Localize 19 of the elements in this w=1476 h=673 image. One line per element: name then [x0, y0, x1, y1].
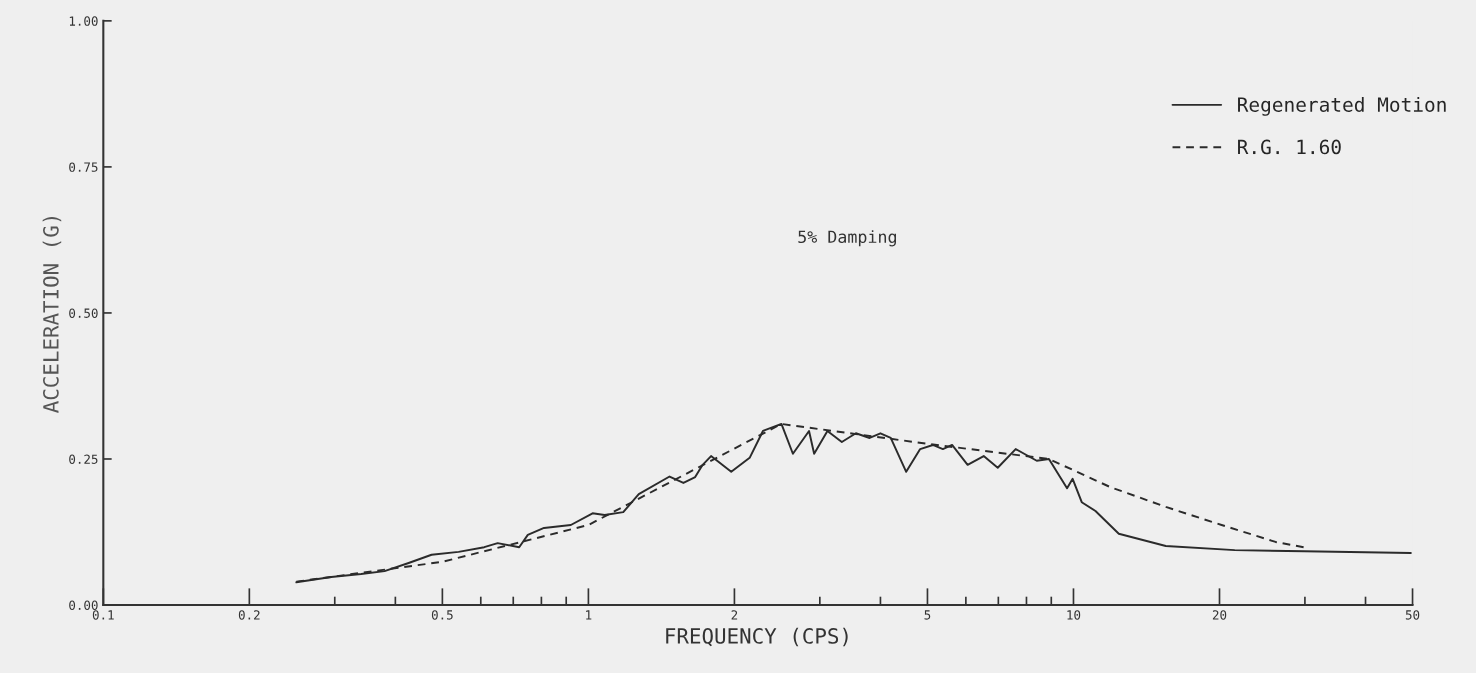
- x-tick-label: 2: [731, 610, 738, 620]
- x-tick-label: 50: [1405, 610, 1420, 620]
- x-tick-label: 0.1: [92, 610, 114, 620]
- y-tick-label: 1.00: [69, 16, 98, 26]
- x-tick-label: 1: [586, 610, 592, 620]
- y-tick-label: 0.75: [69, 162, 98, 172]
- x-tick-label: 5: [924, 610, 931, 620]
- y-axis-title: ACCELERATION (G): [42, 216, 62, 413]
- x-tick-label: 0.2: [238, 610, 260, 620]
- annotation: 5% Damping: [798, 230, 896, 247]
- x-axis-title: FREQUENCY (CPS): [666, 627, 848, 647]
- legend-label: Regenerated Motion: [1238, 96, 1446, 116]
- x-tick-label: 10: [1067, 610, 1081, 620]
- x-tick-label: 0.5: [431, 610, 453, 620]
- y-tick-label: 0.00: [69, 600, 98, 610]
- x-tick-label: 20: [1212, 610, 1227, 620]
- y-tick-label: 0.50: [69, 308, 98, 318]
- y-tick-label: 0.25: [69, 454, 98, 464]
- legend-label: R.G. 1.60: [1238, 139, 1341, 155]
